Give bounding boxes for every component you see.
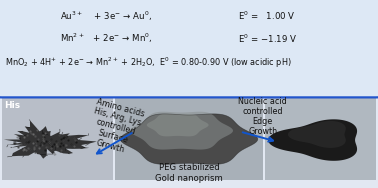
FancyBboxPatch shape bbox=[265, 98, 376, 180]
Polygon shape bbox=[130, 112, 233, 150]
FancyBboxPatch shape bbox=[0, 0, 378, 97]
Text: Mn$^{2+}$   + 2e$^{-}$ → Mn$^{0}$,: Mn$^{2+}$ + 2e$^{-}$ → Mn$^{0}$, bbox=[60, 32, 153, 45]
Polygon shape bbox=[4, 120, 97, 159]
Text: PEG stabilized
Gold nanoprism: PEG stabilized Gold nanoprism bbox=[155, 163, 223, 183]
FancyBboxPatch shape bbox=[115, 98, 263, 180]
Polygon shape bbox=[147, 114, 209, 136]
Polygon shape bbox=[288, 121, 346, 148]
Polygon shape bbox=[268, 119, 357, 161]
Text: E$^{0}$ =   1.00 V: E$^{0}$ = 1.00 V bbox=[238, 10, 296, 22]
Text: His: His bbox=[5, 101, 21, 110]
Text: Au$^{3+}$    + 3e$^{-}$ → Au$^{0}$,: Au$^{3+}$ + 3e$^{-}$ → Au$^{0}$, bbox=[60, 9, 153, 23]
FancyBboxPatch shape bbox=[2, 98, 113, 180]
Text: Amino acids
His, Arg, Lys
controlled
Surface
Growth: Amino acids His, Arg, Lys controlled Sur… bbox=[85, 97, 146, 157]
Polygon shape bbox=[120, 114, 258, 164]
Text: E$^{0}$ = −1.19 V: E$^{0}$ = −1.19 V bbox=[238, 32, 297, 45]
Text: MnO$_{2}$ + 4H$^{+}$ + 2e$^{-}$ → Mn$^{2+}$ + 2H$_{2}$O,  E$^{0}$ = 0.80-0.90 V : MnO$_{2}$ + 4H$^{+}$ + 2e$^{-}$ → Mn$^{2… bbox=[5, 56, 292, 70]
Text: Nucleic acid
controlled
Edge
Growth: Nucleic acid controlled Edge Growth bbox=[239, 97, 287, 136]
